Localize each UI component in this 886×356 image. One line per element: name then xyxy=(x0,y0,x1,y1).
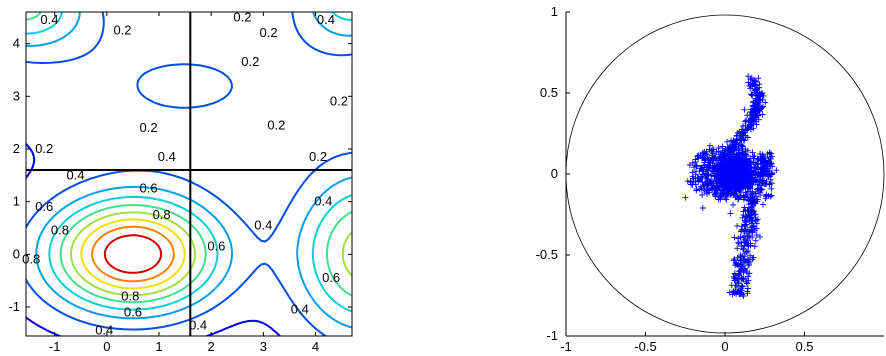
x-tick-label: -1 xyxy=(560,339,572,354)
contour-label: 0.4 xyxy=(189,317,207,332)
contour-label: 0.6 xyxy=(140,180,158,195)
contour-label: 0.2 xyxy=(241,54,259,69)
contour-level-0.6 xyxy=(70,211,352,297)
contour-label: 0.4 xyxy=(158,149,176,164)
contour-label: 0.4 xyxy=(317,12,335,27)
contour-label: 0.4 xyxy=(40,12,58,27)
x-tick-label: 0.5 xyxy=(795,339,813,354)
contour-label: 0.4 xyxy=(314,194,332,209)
contour-label: 0.4 xyxy=(291,302,309,317)
x-tick-label: -0.5 xyxy=(634,339,656,354)
contour-level-0.1 xyxy=(26,142,281,336)
contour-label: 0.6 xyxy=(207,238,225,253)
contour-label: 0.2 xyxy=(140,120,158,135)
contour-label: 0.2 xyxy=(267,117,285,132)
contour-label: 0.2 xyxy=(35,141,53,156)
contour-label: 0.2 xyxy=(309,149,327,164)
scatter-markers xyxy=(682,73,780,299)
y-tick-label: 2 xyxy=(13,141,20,156)
contour-label: 0.4 xyxy=(67,167,85,182)
contour-label: 0.8 xyxy=(22,252,40,267)
contour-level-0.4 xyxy=(26,12,352,313)
contour-lines xyxy=(26,12,352,336)
x-tick-label: 3 xyxy=(260,339,267,354)
plot-frame xyxy=(25,11,353,337)
contour-label: 0.6 xyxy=(124,304,142,319)
contour-label: 0.6 xyxy=(35,199,53,214)
x-tick-label: 1 xyxy=(155,339,162,354)
contour-chart: 0.40.20.20.20.40.20.2 0.20.20.20.4 0.20.40… xyxy=(8,9,353,354)
contour-level-0.7 xyxy=(80,218,186,290)
contour-level-0.3 xyxy=(26,12,352,329)
x-tick-label: 0 xyxy=(103,339,110,354)
y-tick-label: 4 xyxy=(13,36,20,51)
y-tick-label: 0 xyxy=(13,246,20,261)
x-tick-label: -1 xyxy=(49,339,61,354)
y-tick-label: 1 xyxy=(551,4,558,19)
y-tick-label: -0.5 xyxy=(536,247,558,262)
x-tick-label: 4 xyxy=(312,339,319,354)
contour-label: 0.4 xyxy=(95,323,113,338)
contour-label: 0.8 xyxy=(121,288,139,303)
contour-label: 0.2 xyxy=(330,94,348,109)
x-tick-label: 0 xyxy=(721,339,728,354)
contour-label: 0.8 xyxy=(153,207,171,222)
contour-label: 0.2 xyxy=(260,25,278,40)
x-tick-label: 2 xyxy=(208,339,215,354)
y-tick-label: 1 xyxy=(13,194,20,209)
contour-label: 0.4 xyxy=(254,217,272,232)
contour-level-0.2 xyxy=(26,12,352,336)
contour-label: 0.2 xyxy=(233,9,251,24)
y-tick-label: 0.5 xyxy=(540,85,558,100)
contour-label: 0.2 xyxy=(113,22,131,37)
contour-level-0.8 xyxy=(91,225,175,283)
contour-level-0.9 xyxy=(103,234,163,274)
y-tick-label: 0 xyxy=(551,166,558,181)
scatter-points xyxy=(682,73,780,299)
y-tick-label: -1 xyxy=(8,299,20,314)
contour-label: 0.8 xyxy=(51,223,69,238)
y-tick-label: -1 xyxy=(546,328,558,343)
y-tick-label: 3 xyxy=(13,88,20,103)
contour-label: 0.6 xyxy=(322,270,340,285)
